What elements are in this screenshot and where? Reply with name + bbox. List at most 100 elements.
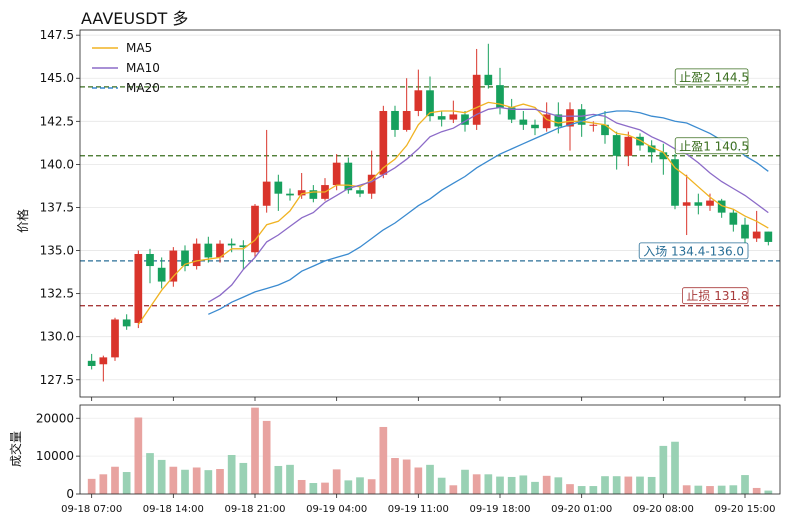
candle-body: [111, 319, 119, 358]
candle-body: [157, 267, 166, 282]
volume-bar: [636, 476, 644, 494]
legend-label: MA5: [126, 41, 152, 55]
candle-body: [122, 319, 131, 327]
volume-plot-frame: [79, 404, 781, 495]
candle-body: [531, 124, 539, 129]
volume-bar: [146, 453, 154, 494]
time-tick-label: 09-19 18:00: [469, 504, 530, 515]
candle-body: [239, 245, 248, 248]
price-plot-frame: [79, 29, 781, 398]
candle-body: [647, 145, 656, 153]
candle-body: [379, 110, 388, 175]
chart-title: AAVEUSDT 多: [81, 9, 188, 28]
volume-bar: [169, 466, 178, 494]
volume-bar: [566, 484, 574, 494]
volume-bar: [682, 485, 691, 494]
time-tick-label: 09-18 07:00: [61, 504, 122, 515]
volume-bar: [402, 459, 411, 494]
volume-bar: [461, 469, 469, 494]
candle-body: [99, 357, 108, 365]
volume-bar: [204, 470, 213, 494]
volume-bar: [484, 474, 493, 494]
volume-bar: [367, 479, 376, 494]
volume-bar: [764, 490, 773, 494]
level-label-box: [638, 242, 749, 260]
volume-bar: [659, 445, 668, 494]
candle-body: [367, 174, 376, 194]
volume-bar: [181, 469, 189, 494]
candle-body: [554, 114, 563, 127]
volume-bar: [717, 485, 726, 494]
volume-bar: [577, 486, 586, 494]
volume-bar: [729, 485, 738, 494]
candle-body: [589, 124, 598, 126]
candle-body: [659, 152, 668, 160]
candle-body: [297, 190, 306, 196]
candle-body: [519, 119, 528, 125]
candle-body: [332, 162, 341, 186]
level-label: 入场 134.4-136.0: [643, 244, 744, 258]
candle-body: [671, 159, 679, 206]
volume-bar: [251, 407, 259, 494]
price-axis-label: 价格: [15, 209, 30, 233]
candle-body: [192, 243, 201, 267]
candle-body: [391, 110, 399, 130]
candle-body: [542, 114, 551, 129]
candle-body: [87, 360, 96, 366]
volume-bar: [531, 481, 539, 494]
candle-body: [309, 190, 318, 199]
candle-body: [286, 193, 294, 196]
time-tick-label: 09-19 04:00: [306, 504, 367, 515]
time-tick-label: 09-20 01:00: [551, 504, 612, 515]
volume-bar: [507, 476, 516, 494]
level-label: 止盈1 140.5: [679, 139, 749, 153]
candle-body: [694, 202, 703, 206]
volume-bar: [752, 487, 761, 494]
level-label-box: [674, 68, 749, 86]
candle-body: [181, 250, 189, 267]
candle-body: [764, 231, 773, 242]
candle-body: [262, 181, 271, 206]
volume-bar: [216, 469, 224, 494]
candle-body: [216, 243, 224, 258]
candle-body: [274, 181, 283, 194]
volume-bar: [414, 467, 423, 494]
candle-body: [437, 116, 446, 120]
legend-label: MA10: [126, 61, 160, 75]
candle-body: [566, 109, 574, 127]
candle-body: [449, 114, 458, 120]
volume-bar: [332, 469, 341, 494]
volume-bar: [741, 475, 749, 494]
price-tick-label: 132.5: [40, 287, 74, 301]
time-tick-label: 09-20 08:00: [633, 504, 694, 515]
candle-body: [612, 135, 621, 156]
candle-body: [146, 253, 154, 267]
level-label: 止损 131.8: [686, 289, 748, 303]
level-label-box: [674, 137, 749, 155]
volume-bar: [519, 475, 528, 494]
price-tick-label: 130.0: [40, 330, 74, 344]
volume-bar: [612, 476, 621, 494]
candle-body: [227, 243, 236, 246]
candle-body: [426, 90, 434, 117]
price-tick-label: 137.5: [40, 200, 74, 214]
candle-body: [741, 224, 749, 239]
time-tick-label: 09-18 21:00: [224, 504, 285, 515]
volume-bar: [157, 459, 166, 494]
volume-bar: [356, 477, 364, 494]
candle-body: [402, 110, 411, 130]
volume-bar: [99, 474, 108, 494]
candle-body: [496, 85, 504, 108]
volume-bar: [344, 480, 353, 494]
volume-bar: [134, 417, 143, 494]
volume-bar: [542, 475, 551, 494]
volume-tick-label: 20000: [36, 411, 74, 425]
candle-body: [204, 243, 213, 258]
volume-tick-label: 10000: [36, 449, 74, 463]
legend-label: MA20: [126, 81, 160, 95]
time-tick-label: 09-20 15:00: [714, 504, 775, 515]
candle-body: [472, 74, 481, 125]
volume-bar: [472, 474, 481, 494]
volume-bar: [274, 465, 283, 494]
volume-panel: 0 10000 20000 09-18 07:00 09-18 14:00 09-18 …: [8, 397, 781, 515]
